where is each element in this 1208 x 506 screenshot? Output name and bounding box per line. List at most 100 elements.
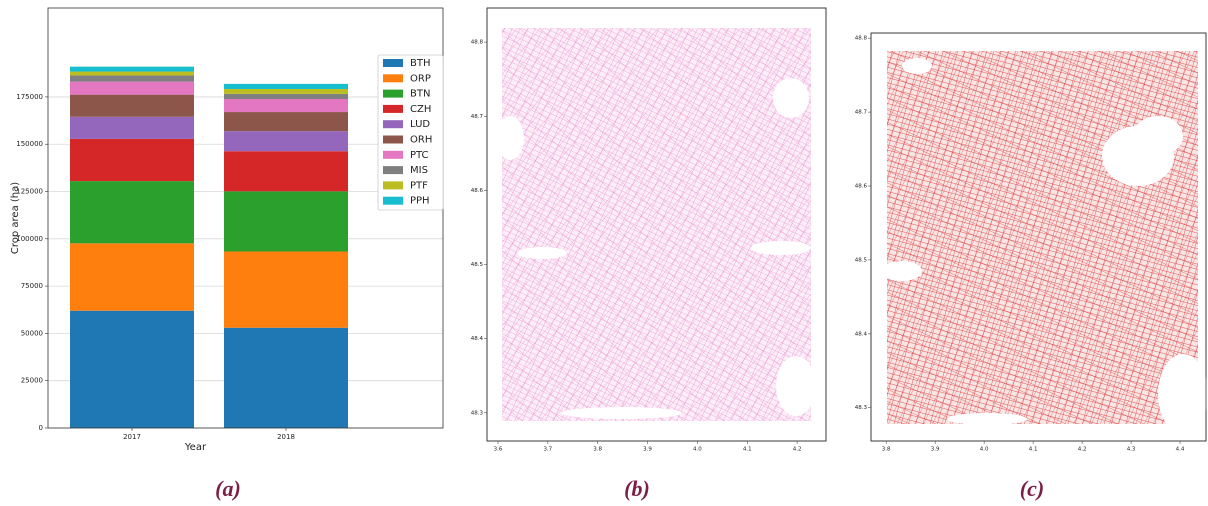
bar-segment <box>70 310 194 428</box>
plot-frame <box>47 7 444 429</box>
y-tick-label: 48.5 <box>471 262 484 268</box>
y-tick-label: 48.6 <box>855 184 868 190</box>
x-tick-label: 3.8 <box>593 447 602 453</box>
y-tick-label: 48.6 <box>471 188 484 194</box>
bar-segment <box>224 191 348 252</box>
legend-swatch <box>383 120 403 129</box>
y-tick-label: 75000 <box>21 282 43 290</box>
bar-segment <box>224 327 348 428</box>
bar-segment <box>70 181 194 244</box>
legend-swatch <box>383 104 403 113</box>
map-gap <box>773 78 809 118</box>
legend-swatch <box>383 74 403 83</box>
x-tick-label: 3.8 <box>882 447 891 453</box>
legend-label: ORP <box>410 73 431 84</box>
bar-segment <box>224 93 348 99</box>
x-tick-label: 4.1 <box>743 447 752 453</box>
x-tick-label: 3.9 <box>643 447 652 453</box>
y-tick-label: 48.4 <box>855 331 868 337</box>
bar-segment <box>224 131 348 152</box>
caption: (a) <box>215 476 241 501</box>
legend-label: PTF <box>410 180 428 191</box>
legend-swatch <box>383 166 403 175</box>
y-tick-label: 48.7 <box>855 110 868 116</box>
legend-label: MIS <box>410 165 428 176</box>
y-tick-label: 125000 <box>16 188 43 196</box>
caption: (b) <box>624 476 650 501</box>
y-tick-label: 48.7 <box>471 114 484 120</box>
y-tick-label: 50000 <box>21 329 43 337</box>
y-tick-label: 25000 <box>21 377 43 385</box>
legend-label: PTC <box>410 150 429 161</box>
bar-segment <box>224 151 348 192</box>
map-gap <box>751 241 811 255</box>
map-gap <box>882 261 922 281</box>
x-tick-label: 4.3 <box>1127 447 1136 453</box>
x-tick-label: 2018 <box>277 433 295 441</box>
x-tick-label: 4.4 <box>1176 447 1185 453</box>
parcel-mesh <box>502 28 811 421</box>
plot-frame-line <box>486 7 827 442</box>
legend-label: CZH <box>410 104 431 115</box>
y-axis-label: Crop area (ha) <box>10 182 21 254</box>
legend-swatch <box>383 135 403 144</box>
bar-segment <box>70 71 194 76</box>
y-tick-label: 100000 <box>16 235 43 243</box>
bar-segment <box>224 112 348 132</box>
bar-segment <box>70 94 194 117</box>
x-tick-label: 3.7 <box>543 447 552 453</box>
legend-label: PPH <box>410 196 430 207</box>
plot-frame-line <box>870 32 1207 442</box>
x-tick-label: 4.0 <box>980 447 989 453</box>
legend-swatch <box>383 59 403 67</box>
x-tick-label: 4.0 <box>693 447 702 453</box>
legend-label: BTH <box>410 58 431 69</box>
x-tick-label: 4.2 <box>1078 447 1087 453</box>
parcels <box>496 28 816 421</box>
legend-label: ORH <box>410 135 432 146</box>
legend-swatch <box>383 181 403 190</box>
legend-label: LUD <box>410 119 430 130</box>
legend-label: BTN <box>410 89 430 100</box>
map-gap <box>902 58 932 74</box>
map-gap <box>1133 116 1183 156</box>
caption: (c) <box>1020 476 1044 501</box>
parcels <box>882 51 1208 434</box>
x-tick-label: 4.1 <box>1029 447 1038 453</box>
parcel-mesh <box>887 51 1198 424</box>
y-tick-label: 48.5 <box>855 257 868 263</box>
y-tick-label: 48.3 <box>855 405 868 411</box>
bar-segment <box>70 66 194 72</box>
y-tick-label: 175000 <box>16 93 43 101</box>
map-gap <box>776 356 816 416</box>
x-tick-label: 2017 <box>123 433 141 441</box>
legend-swatch <box>383 150 403 159</box>
map-gap <box>1158 354 1208 434</box>
bar-segment <box>224 83 348 89</box>
bar-segment <box>70 243 194 311</box>
x-tick-label: 3.6 <box>494 447 503 453</box>
y-tick-label: 48.3 <box>471 410 484 416</box>
legend-swatch <box>383 196 403 205</box>
bar-segment <box>224 99 348 113</box>
bar-segment <box>70 138 194 182</box>
y-tick-label: 48.8 <box>855 36 868 42</box>
map-gap <box>496 116 524 160</box>
y-tick-label: 48.8 <box>471 40 484 46</box>
map-gap <box>947 413 1027 425</box>
bar-segment <box>224 88 348 94</box>
map-gap <box>562 407 682 419</box>
y-tick-label: 150000 <box>16 140 43 148</box>
y-tick-label: 48.4 <box>471 336 484 342</box>
x-tick-label: 3.9 <box>931 447 940 453</box>
bar-segment <box>224 251 348 328</box>
bar-segment <box>70 116 194 139</box>
bar-segment <box>70 81 194 95</box>
y-tick-label: 0 <box>39 424 43 432</box>
map-gap <box>517 247 567 259</box>
legend-swatch <box>383 89 403 98</box>
x-tick-label: 4.2 <box>793 447 802 453</box>
legend: BTH ORP BTN CZH LUD ORH PTC MIS PTF PPH <box>377 54 444 211</box>
